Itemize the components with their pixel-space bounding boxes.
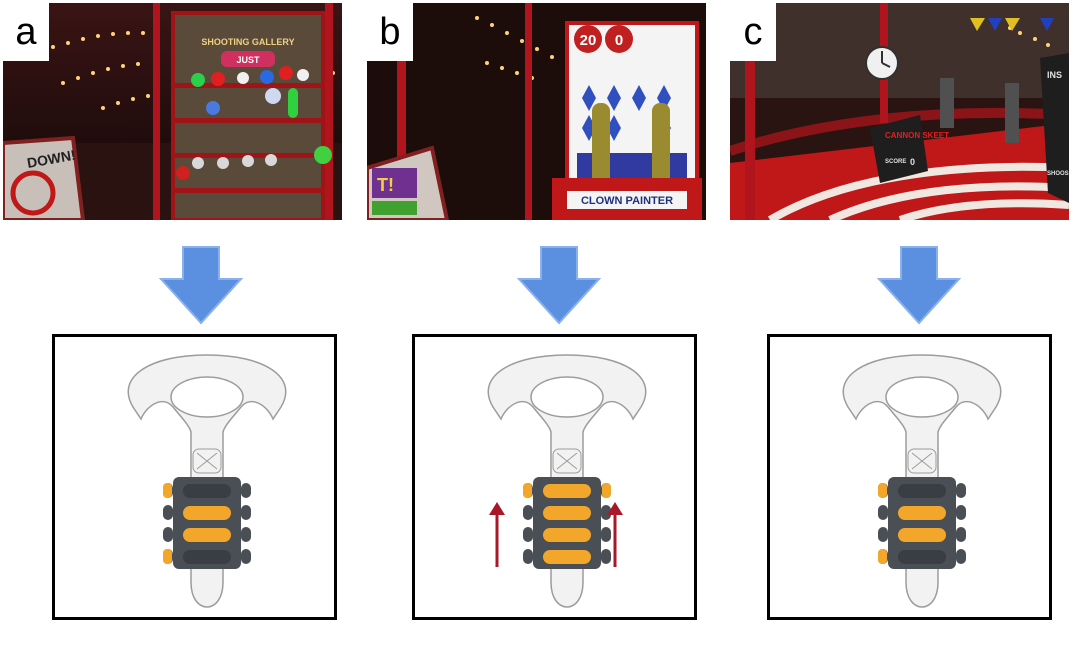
booth-sign-text: CANNON SKEET [885,131,949,140]
tactile-controller-box [767,334,1052,620]
scene-image-cannon-skeet: CANNON SKEET SCORE 0 INS SHOOS c [730,3,1069,220]
panel-letter: c [730,3,776,61]
tactile-band [878,477,966,569]
panel-a: SHOOTING GALLERY JUST DOWN! a [0,0,360,663]
score-right: 0 [615,32,623,49]
down-arrow-icon [158,245,244,325]
side-sign-text: INS [1047,70,1062,80]
tactile-controller-box [52,334,337,620]
side-sign-text: T! [377,175,394,195]
panel-c: CANNON SKEET SCORE 0 INS SHOOS c [722,0,1084,663]
upward-arrow-left-icon [489,502,505,567]
booth-sign-text: SHOOTING GALLERY [201,37,294,47]
scene-image-clown-painter: 20 0 CLOWN PAINTER T! b [367,3,706,220]
panel-b: 20 0 CLOWN PAINTER T! b [360,0,722,663]
score-label: SCORE [885,159,906,165]
booth-sign-text: CLOWN PAINTER [581,195,673,207]
panel-letter: b [367,3,413,61]
down-arrow-icon [876,245,962,325]
score-left: 20 [580,32,597,49]
tactile-band [163,477,251,569]
down-arrow-icon [516,245,602,325]
scene-image-shooting-gallery: SHOOTING GALLERY JUST DOWN! a [3,3,342,220]
side-sign-text-2: SHOOS [1047,171,1069,177]
score-value: 0 [910,157,915,167]
booth-sub-text: JUST [236,55,260,65]
upward-arrow-right-icon [607,502,623,567]
panel-letter: a [3,3,49,61]
tactile-controller-box [412,334,697,620]
tactile-band [523,477,611,569]
